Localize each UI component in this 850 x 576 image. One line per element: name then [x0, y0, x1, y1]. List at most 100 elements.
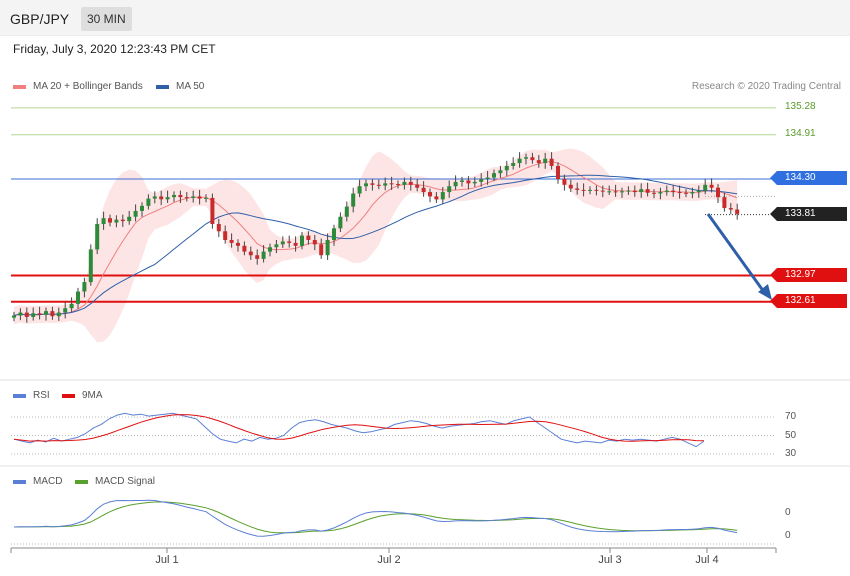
legend-rsi-ma: 9MA — [62, 390, 103, 401]
candle-body — [229, 239, 234, 243]
candle-body — [472, 181, 477, 184]
candle-body — [344, 206, 349, 217]
top-bar: GBP/JPY 30 MIN — [0, 0, 850, 36]
candle-body — [274, 244, 279, 248]
candle-body — [325, 239, 330, 256]
candle-body — [287, 241, 292, 243]
candle-body — [338, 216, 343, 229]
legend-rsi-ma-label: 9MA — [82, 390, 103, 401]
candle-body — [613, 191, 618, 193]
legend-rsi-label: RSI — [33, 390, 50, 401]
candle-body — [677, 192, 682, 194]
candle-body — [639, 189, 644, 193]
candle-body — [280, 241, 285, 245]
candle-body — [703, 184, 708, 191]
forecast-arrowhead — [758, 284, 772, 300]
candle-body — [716, 187, 720, 198]
candle-body — [562, 179, 567, 185]
candle-body — [479, 179, 484, 182]
macd-tick-0a: 0 — [785, 507, 791, 518]
macd-line — [13, 499, 738, 537]
candle-body — [152, 196, 157, 199]
candle-body — [312, 239, 317, 245]
candle-body — [69, 303, 74, 309]
legend-macd-signal: MACD Signal — [75, 476, 155, 487]
candle-body — [568, 184, 573, 189]
legend-ma20-label: MA 20 + Bollinger Bands — [33, 81, 143, 92]
candle-body — [498, 170, 503, 174]
candle-body — [671, 190, 676, 193]
candle-body — [82, 282, 87, 292]
candle-body — [485, 177, 490, 179]
candle-body — [645, 189, 650, 193]
candle-body — [402, 181, 407, 185]
candle-body — [159, 196, 164, 200]
candle-body — [530, 157, 535, 161]
candle-body — [63, 308, 68, 313]
x-label-jul1: Jul 1 — [155, 554, 179, 566]
legend-macd-label: MACD — [33, 476, 63, 487]
candle-body — [332, 228, 336, 240]
candle-body — [31, 313, 36, 317]
candle-body — [664, 190, 669, 193]
candle-body — [178, 194, 183, 198]
rsi-line — [13, 412, 705, 448]
candle-body — [223, 231, 228, 240]
candle-body — [165, 197, 170, 200]
legend-ma20-bb: MA 20 + Bollinger Bands — [13, 81, 143, 92]
candle-body — [728, 208, 733, 210]
chart-datetime: Friday, July 3, 2020 12:23:43 PM CET — [13, 42, 216, 56]
candle-body — [556, 165, 560, 179]
ma20-line — [13, 161, 738, 316]
symbol-title: GBP/JPY — [10, 11, 70, 27]
candle-body — [357, 186, 362, 194]
candle-body — [293, 242, 298, 246]
candle-body — [133, 210, 138, 217]
candle-body — [383, 183, 388, 186]
level-label-r2: 135.28 — [785, 101, 816, 112]
x-label-jul4: Jul 4 — [695, 554, 719, 566]
rsi-tick-30: 30 — [785, 448, 797, 459]
candle-body — [364, 183, 368, 187]
legend-rsi: RSI — [13, 390, 50, 401]
candle-body — [197, 196, 202, 199]
rsi-ma-line — [13, 414, 705, 442]
candle-body — [172, 194, 176, 198]
candle-body — [600, 190, 605, 192]
candle-body — [434, 196, 439, 200]
candle-body — [50, 311, 55, 317]
candle-body — [658, 192, 663, 194]
candle-body — [389, 183, 394, 185]
candle-body — [428, 192, 432, 197]
macd-signal-swatch — [75, 479, 88, 484]
candle-body — [517, 158, 522, 164]
candle-body — [319, 244, 324, 256]
candle-body — [620, 191, 624, 193]
candle-body — [127, 216, 132, 222]
candle-body — [632, 190, 637, 193]
candle-body — [626, 190, 631, 192]
rsi-ma-swatch — [62, 393, 75, 398]
candle-body — [575, 188, 580, 190]
ma20-swatch — [13, 84, 26, 89]
rsi-tick-70: 70 — [785, 411, 797, 422]
candle-body — [492, 173, 496, 178]
candle-body — [396, 184, 400, 186]
level-tag-s1: 132.97 — [770, 268, 847, 282]
timeframe-button[interactable]: 30 MIN — [81, 7, 132, 31]
level-tag-pivot: 134.30 — [770, 171, 847, 185]
candle-body — [440, 192, 445, 200]
candle-body — [88, 249, 93, 283]
macd-swatch — [13, 479, 26, 484]
legend-macd: MACD — [13, 476, 62, 487]
candle-body — [607, 191, 612, 193]
candle-body — [255, 255, 260, 259]
candle-body — [242, 245, 247, 252]
candle-body — [76, 291, 80, 304]
candle-body — [581, 189, 586, 191]
candle-body — [722, 197, 727, 209]
candle-body — [549, 158, 554, 166]
candle-body — [735, 209, 740, 214]
candle-body — [408, 181, 413, 185]
